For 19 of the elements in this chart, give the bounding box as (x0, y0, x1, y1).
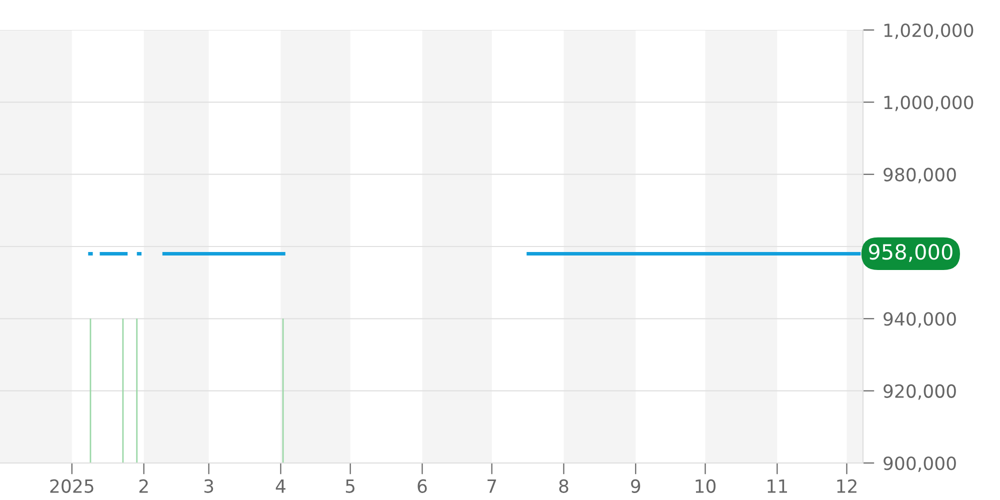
y-tick-label: 900,000 (884, 456, 956, 472)
x-tick-label: 7 (488, 480, 496, 493)
y-tick-label: 980,000 (884, 168, 956, 184)
x-tick-label: 11 (768, 480, 787, 493)
x-tick-label: 2 (139, 479, 148, 493)
x-tick-label: 12 (837, 479, 856, 493)
y-tick-label: 1,000,000 (884, 96, 974, 112)
x-tick-label: 9 (631, 479, 640, 493)
annotation: 958,000 (868, 244, 952, 262)
x-tick-label: 2025 (50, 479, 94, 493)
x-tick-label: 4 (276, 480, 286, 493)
y-tick-label: 940,000 (884, 312, 956, 328)
x-tick-label: 3 (204, 479, 214, 493)
y-tick-label: 920,000 (884, 384, 956, 400)
y-tick-label: 1,020,000 (884, 23, 974, 39)
x-tick-label: 8 (559, 479, 568, 493)
x-tick-label: 5 (346, 480, 354, 493)
x-tick-label: 6 (418, 479, 427, 493)
x-tick-label: 10 (696, 479, 716, 493)
